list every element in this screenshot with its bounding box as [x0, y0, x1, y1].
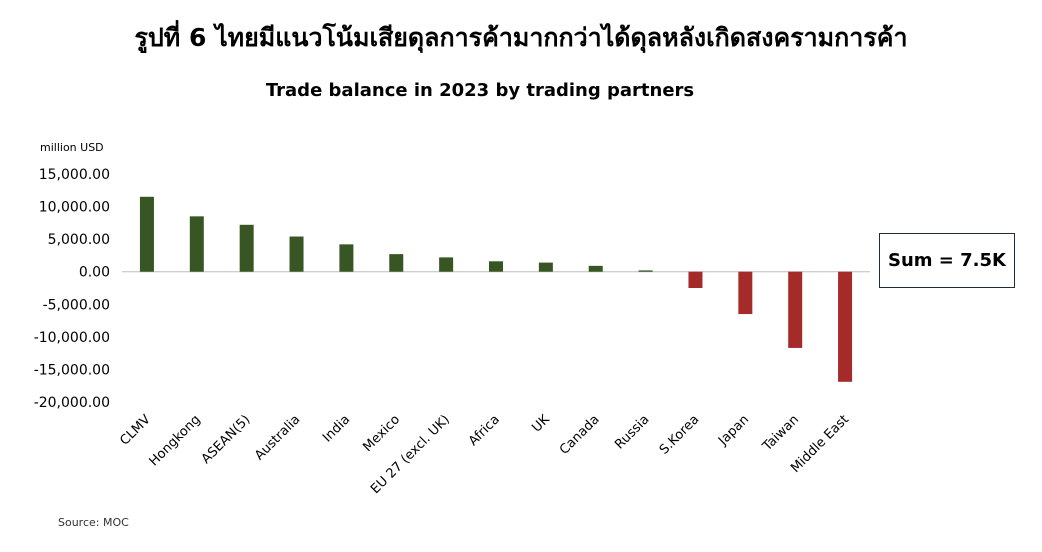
y-tick-label: -5,000.00 [43, 297, 110, 313]
bar-eu-27-excl-uk [439, 257, 454, 272]
category-label: ASEAN(5) [199, 412, 254, 467]
category-label: India [320, 412, 353, 445]
y-tick-label: 10,000.00 [39, 200, 110, 216]
bar-clmv [139, 196, 154, 272]
bar-india [339, 244, 354, 272]
chart-title: Trade balance in 2023 by trading partner… [265, 80, 695, 101]
bar-canada [588, 265, 603, 272]
y-tick-label: 0.00 [79, 265, 110, 281]
bar-s-korea [688, 271, 703, 288]
bar-japan [738, 271, 753, 315]
figure-title: รูปที่ 6 ไทยมีแนวโน้มเสียดุลการค้ามากกว่… [134, 23, 908, 52]
bar-mexico [389, 254, 404, 272]
y-axis-unit-label: million USD [40, 141, 104, 154]
category-label: Russia [612, 412, 652, 452]
category-label: Japan [715, 412, 752, 449]
y-tick-label: -20,000.00 [34, 395, 110, 411]
bar-australia [289, 236, 304, 272]
category-label: Australia [252, 412, 303, 463]
y-tick-label: 5,000.00 [48, 232, 110, 248]
bar-middle-east [838, 271, 853, 382]
bars-group [139, 196, 853, 382]
sum-annotation-box: Sum = 7.5K [879, 233, 1015, 288]
category-label: UK [529, 412, 553, 436]
bar-taiwan [788, 271, 803, 348]
bar-uk [538, 262, 553, 272]
category-label: Hongkong [147, 412, 204, 469]
y-tick-label: 15,000.00 [39, 167, 110, 183]
y-tick-label: -15,000.00 [34, 362, 110, 378]
bar-asean-5 [239, 224, 254, 272]
category-label: Taiwan [759, 412, 802, 455]
category-label: S.Korea [657, 412, 702, 457]
category-label: Africa [466, 412, 503, 449]
category-label: Mexico [360, 412, 403, 455]
source-note: Source: MOC [58, 516, 129, 529]
y-axis-ticks: 15,000.00 10,000.00 5,000.00 0.00 -5,000.00 -… [34, 167, 110, 411]
bar-russia [638, 270, 653, 272]
category-label: CLMV [117, 412, 153, 448]
bar-hongkong [189, 216, 204, 272]
bar-africa [489, 261, 503, 272]
y-tick-label: -10,000.00 [34, 330, 110, 346]
category-label: Canada [557, 412, 603, 458]
